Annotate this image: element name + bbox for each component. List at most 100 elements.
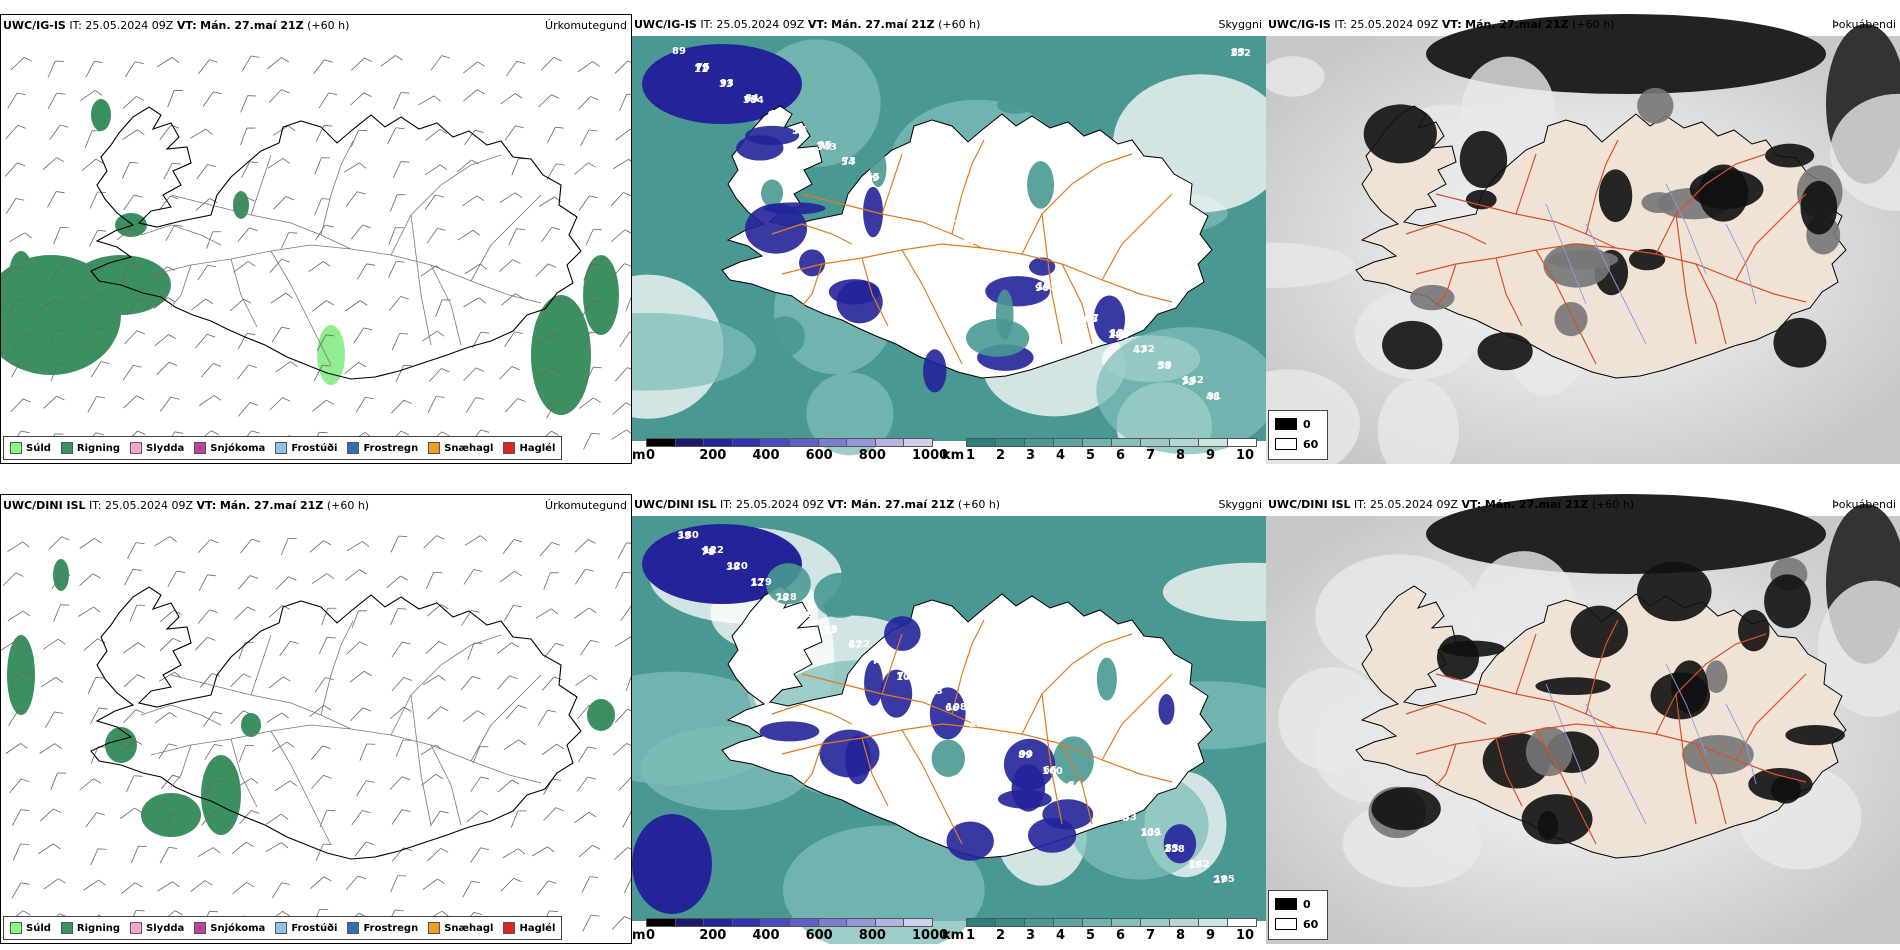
wind-barb xyxy=(123,642,146,654)
colorbar-tick: 9 xyxy=(1206,448,1216,463)
wind-barb xyxy=(387,127,405,145)
wind-barb xyxy=(315,843,332,861)
wind-barb xyxy=(2,572,24,586)
ceiling-value: 47 xyxy=(1085,313,1099,324)
ceiling-value: 233 xyxy=(1116,812,1137,823)
wind-barb xyxy=(240,538,261,554)
wind-barb xyxy=(198,574,217,591)
fog-area xyxy=(1800,180,1838,235)
wind-barb xyxy=(190,880,213,892)
wind-barb xyxy=(272,125,296,136)
legend-label: Slydda xyxy=(146,922,185,934)
ceiling-value: 57 xyxy=(792,126,806,137)
wind-barb xyxy=(614,636,631,647)
ceiling-value: 343 xyxy=(816,142,837,153)
wind-barb xyxy=(49,124,69,140)
lead-time: (+60 h) xyxy=(1591,498,1635,511)
ceiling-value: 153 xyxy=(1036,282,1057,293)
wind-barb xyxy=(501,293,523,306)
model-name: UWC/DINI ISL xyxy=(1268,498,1351,511)
wind-barb xyxy=(199,673,221,688)
ceiling-value: 73 xyxy=(1181,377,1195,388)
ceiling-value: 96 xyxy=(1035,283,1049,294)
panel-title: Skyggni xyxy=(1218,498,1262,511)
ceiling-value: 67 xyxy=(848,640,862,651)
ceiling-colorbar: m 0 200 400 600 800 1000 xyxy=(632,436,948,464)
wind-barb xyxy=(429,810,449,827)
wind-barb xyxy=(465,397,485,413)
colorbar-tick: 800 xyxy=(858,928,886,943)
wind-barb xyxy=(386,575,409,589)
wind-barb xyxy=(350,707,371,722)
ceiling-value: 77 xyxy=(1061,297,1075,308)
wind-barb xyxy=(611,429,631,440)
colorbar-segment xyxy=(760,438,790,447)
wind-barb xyxy=(423,535,445,549)
wind-barb xyxy=(470,847,490,863)
colorbar-tick: 5 xyxy=(1086,448,1096,463)
ceiling-value: 13 xyxy=(823,625,837,636)
colorbar-unit: km xyxy=(942,448,965,463)
ceiling-value: 71 xyxy=(897,671,911,682)
wind-barb xyxy=(79,538,102,549)
ceiling-area xyxy=(813,572,867,618)
wind-barb xyxy=(578,195,598,211)
ceiling-value: 66 xyxy=(988,250,1002,261)
wind-barb xyxy=(310,745,331,760)
colorbar-tick: 400 xyxy=(752,448,780,463)
ceiling-value: 83 xyxy=(873,655,887,666)
panel-header: UWC/DINI ISL IT: 25.05.2024 09Z VT: Mán.… xyxy=(1,495,631,515)
wind-barb xyxy=(460,675,481,691)
ceiling-value: 129 xyxy=(995,733,1016,744)
legend-label: Slydda xyxy=(146,442,185,454)
colorbar-segment xyxy=(1198,918,1228,927)
ceiling-value: 66 xyxy=(1043,765,1057,776)
ceiling-value: 76 xyxy=(793,125,807,136)
colorbar-tick: 9 xyxy=(1206,928,1216,943)
ceiling-value: 123 xyxy=(964,234,985,245)
wind-barb xyxy=(580,129,598,147)
wind-barb xyxy=(389,706,412,720)
ceiling-value: 35 xyxy=(677,531,691,542)
ceiling-value: 12 xyxy=(750,578,764,589)
wind-barb xyxy=(391,399,412,414)
wind-barb xyxy=(7,92,26,109)
wind-barb xyxy=(611,916,631,930)
fog-area xyxy=(1570,605,1628,658)
wind-barb xyxy=(198,59,218,75)
wind-barb xyxy=(625,294,631,312)
wind-barb xyxy=(83,879,106,891)
ceiling-value: 93 xyxy=(720,78,734,89)
ceiling-area xyxy=(745,125,800,146)
wind-barb xyxy=(13,333,31,351)
wind-barb xyxy=(315,124,333,142)
valid-label: VT: xyxy=(827,498,848,511)
ceiling-value: 56 xyxy=(799,609,813,620)
wind-barb xyxy=(615,571,631,589)
wind-barb xyxy=(619,331,631,348)
wind-barb xyxy=(241,55,260,72)
wind-barb xyxy=(90,361,110,378)
wind-barb xyxy=(585,366,602,384)
wind-barb xyxy=(531,846,555,857)
wind-barb xyxy=(1,640,23,651)
wind-barb xyxy=(464,129,484,146)
colorbar-tick: 6 xyxy=(1116,448,1126,463)
valid-label: VT: xyxy=(1461,498,1482,511)
issue-time: IT: 25.05.2024 09Z xyxy=(700,18,805,31)
legend-label: Haglél xyxy=(519,922,556,934)
ceiling-value: 48 xyxy=(1206,392,1220,403)
wind-barb xyxy=(426,571,443,589)
wind-barb xyxy=(233,261,256,273)
cloud-map-row2: 1221281221131298411110512074831089010083… xyxy=(632,516,1266,944)
colorbar-segment xyxy=(1140,438,1170,447)
ceiling-value: 89 xyxy=(1018,750,1032,761)
panel-header: UWC/DINI ISL IT: 25.05.2024 09Z VT: Mán.… xyxy=(1266,494,1900,514)
wind-barb xyxy=(206,231,222,249)
wind-barb xyxy=(393,92,410,110)
legend-item: Frostregn xyxy=(347,922,418,934)
wind-barb xyxy=(165,224,184,241)
wind-barb xyxy=(311,573,335,584)
colorbar-segment xyxy=(1227,438,1257,447)
fog-area xyxy=(1409,284,1455,311)
